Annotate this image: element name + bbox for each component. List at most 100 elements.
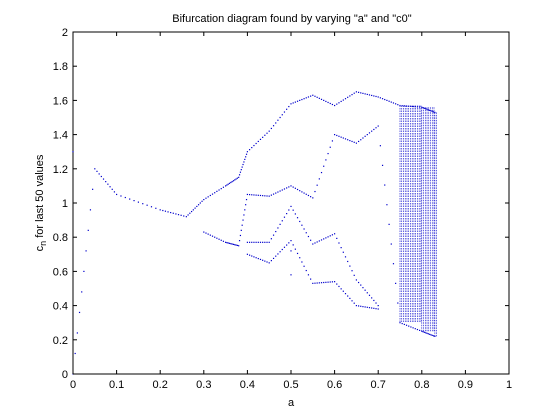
data-point: [270, 127, 272, 130]
data-point: [395, 282, 397, 284]
data-point: [373, 95, 375, 97]
data-point: [242, 219, 244, 221]
data-point: [124, 196, 126, 199]
data-point: [268, 130, 270, 132]
data-point: [314, 242, 316, 244]
data-point: [222, 186, 225, 188]
data-point: [371, 297, 373, 299]
data-point: [155, 207, 157, 209]
data-point: [207, 233, 209, 235]
data-point: [338, 135, 340, 137]
data-point: [272, 234, 275, 236]
data-point: [167, 211, 169, 213]
data-point: [232, 243, 235, 245]
data-point: [334, 134, 336, 136]
x-tick-label: 0.4: [240, 379, 255, 391]
data-point: [245, 198, 248, 201]
data-point: [390, 101, 392, 103]
data-point: [288, 242, 290, 244]
data-point: [412, 327, 414, 329]
data-point: [296, 252, 299, 255]
data-point: [362, 137, 364, 139]
data-point: [299, 190, 301, 192]
data-point: [336, 283, 338, 285]
data-point: [146, 204, 148, 206]
data-point: [386, 99, 388, 101]
data-point: [201, 200, 203, 202]
data-point: [253, 194, 255, 196]
data-point: [342, 251, 344, 253]
data-point: [190, 210, 193, 213]
data-point: [292, 209, 294, 211]
data-point: [240, 229, 242, 231]
data-point: [388, 223, 390, 225]
data-point: [434, 335, 436, 337]
data-point: [281, 248, 283, 251]
data-point: [347, 96, 349, 98]
data-point: [310, 278, 312, 280]
data-point: [347, 139, 349, 141]
data-point: [357, 140, 360, 143]
data-point: [344, 98, 347, 100]
data-point: [241, 224, 243, 226]
data-point: [277, 119, 279, 121]
data-point: [255, 257, 257, 259]
data-point: [373, 299, 375, 302]
data-point: [129, 198, 131, 200]
data-point: [288, 105, 290, 108]
data-point: [364, 135, 366, 137]
data-point: [194, 207, 196, 209]
data-point: [426, 108, 428, 110]
data-point: [336, 134, 338, 137]
data-point: [78, 311, 81, 314]
y-tick-label: 1.6: [53, 95, 68, 107]
data-point: [255, 142, 257, 145]
data-point: [203, 231, 205, 233]
data-point: [292, 186, 294, 188]
data-point: [360, 305, 362, 307]
y-tick-label: 0.8: [53, 232, 68, 244]
data-point: [277, 253, 279, 255]
data-point: [325, 159, 327, 161]
data-point: [318, 282, 320, 284]
data-point: [268, 195, 270, 197]
data-point: [325, 237, 327, 239]
data-point: [253, 144, 255, 147]
data-point: [379, 145, 381, 147]
data-point: [429, 109, 431, 111]
data-point: [248, 194, 251, 196]
data-point: [177, 214, 180, 216]
data-point: [150, 206, 153, 208]
data-point: [379, 97, 381, 99]
data-point: [270, 194, 272, 196]
data-point: [262, 259, 264, 261]
data-point: [230, 181, 232, 184]
data-point: [214, 192, 216, 194]
data-point: [414, 106, 416, 108]
data-point: [275, 255, 277, 257]
data-point: [320, 282, 323, 284]
data-point: [377, 125, 379, 127]
x-tick-label: 0.1: [109, 379, 124, 391]
data-point: [355, 91, 357, 93]
data-point: [342, 290, 344, 292]
data-point: [283, 111, 286, 113]
data-point: [425, 332, 427, 334]
data-point: [303, 228, 305, 230]
data-point: [397, 302, 399, 304]
data-point: [220, 239, 222, 241]
data-point: [427, 333, 429, 335]
data-point: [164, 210, 167, 212]
data-point: [175, 213, 177, 215]
y-tick-label: 1.4: [53, 130, 68, 142]
data-point: [268, 262, 270, 264]
data-point: [211, 235, 214, 237]
data-point: [244, 209, 246, 211]
data-point: [238, 176, 240, 178]
data-point: [338, 242, 340, 244]
data-point: [384, 184, 386, 186]
data-point: [236, 177, 238, 179]
data-point: [268, 241, 270, 243]
data-point: [320, 171, 323, 174]
data-point: [375, 308, 377, 310]
